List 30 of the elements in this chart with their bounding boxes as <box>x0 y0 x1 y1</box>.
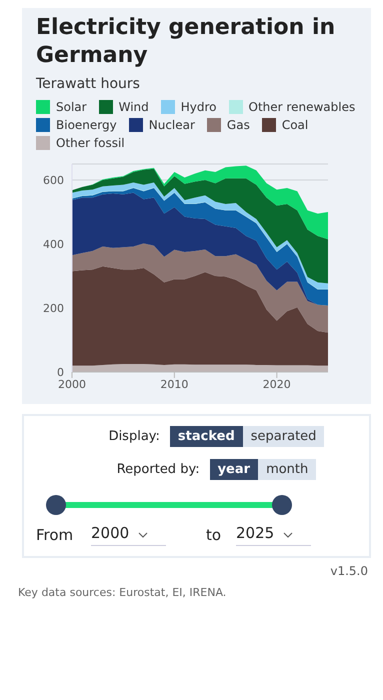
text: stacked <box>170 426 243 447</box>
legend-label: Nuclear <box>148 118 195 132</box>
y-tick-label: 200 <box>43 302 64 315</box>
text: separated <box>242 426 324 447</box>
legend-label: Wind <box>118 100 149 114</box>
chart-title: Electricity generation in Germany <box>36 14 336 70</box>
text: v1.5.0 <box>329 564 368 578</box>
y-tick-label: 0 <box>57 366 64 379</box>
x-tick-label: 2010 <box>160 378 188 391</box>
legend-label: Gas <box>226 118 250 132</box>
text: 2000 <box>91 524 166 546</box>
text: month <box>258 459 316 480</box>
legend-label: Coal <box>282 118 308 132</box>
legend-label: Bioenergy <box>56 118 117 132</box>
x-tick-label: 2000 <box>58 378 86 391</box>
text: to <box>206 526 222 544</box>
legend-label: Solar <box>56 100 87 114</box>
legend-label: Other fossil <box>56 136 125 150</box>
text: Key data sources: Eurostat, EI, IRENA. <box>18 586 228 599</box>
y-tick-label: 600 <box>43 174 64 187</box>
x-tick-label: 2020 <box>262 378 291 391</box>
text: Reported by: <box>116 462 200 477</box>
text: 2025 <box>236 524 311 546</box>
text: year <box>210 459 258 480</box>
chart-subtitle: Terawatt hours <box>36 76 141 92</box>
text: From <box>36 526 74 544</box>
legend-label: Hydro <box>180 100 217 114</box>
legend-label: Other renewables <box>248 100 356 114</box>
text: Display: <box>108 429 160 444</box>
y-tick-label: 400 <box>43 238 64 251</box>
